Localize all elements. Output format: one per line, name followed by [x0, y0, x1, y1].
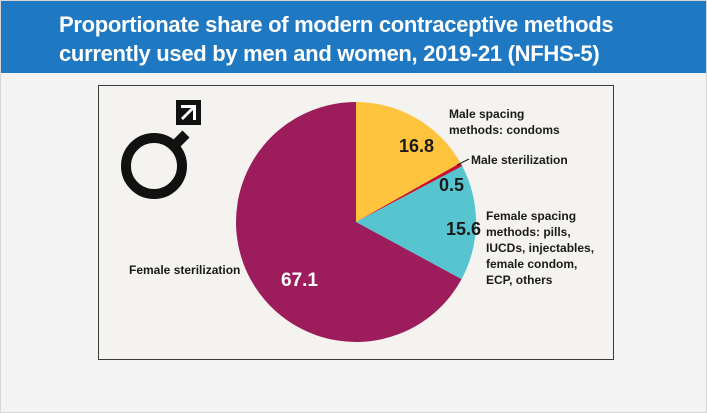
chart-title: Proportionate share of modern contracept…	[59, 10, 699, 68]
category-label-line: Female spacing	[486, 209, 577, 223]
title-bar: Proportionate share of modern contracept…	[1, 1, 706, 73]
category-label-line: IUCDs, injectables,	[486, 241, 595, 255]
category-label-line: Male spacing	[449, 107, 525, 121]
category-label-line: female condom,	[486, 257, 578, 271]
category-label-line: methods: pills,	[486, 225, 571, 239]
title-line-2: currently used by men and women, 2019-21…	[59, 41, 600, 66]
pie-slice-male-sterilization	[356, 162, 463, 222]
title-line-1: Proportionate share of modern contracept…	[59, 12, 614, 37]
category-label-line: ECP, others	[486, 273, 553, 287]
category-label-line: Male sterilization	[471, 153, 568, 167]
pie-slice-female-spacing	[356, 166, 477, 280]
pie-chart	[121, 100, 477, 343]
chart-panel: 16.8 0.5 15.6 67.1 Male spacing methods: con…	[98, 85, 614, 360]
leader-line-male-sterilization	[456, 158, 470, 166]
value-label-male-spacing: 16.8	[399, 136, 435, 156]
value-label-male-sterilization: 0.5	[439, 175, 465, 195]
category-label-line: methods: condoms	[449, 123, 560, 137]
value-label-female-spacing: 15.6	[446, 219, 482, 239]
category-label-male-sterilization: Male sterilization	[471, 152, 568, 168]
category-label-male-spacing: Male spacing methods: condoms	[449, 106, 560, 138]
category-label-female-spacing: Female spacing methods: pills, IUCDs, inje…	[486, 208, 594, 288]
category-label-line: Female sterilization	[129, 263, 241, 277]
value-label-female-sterilization: 67.1	[281, 270, 318, 291]
pie-slice-female-sterilization	[236, 102, 462, 343]
category-label-female-sterilization: Female sterilization	[129, 262, 240, 278]
male-symbol-icon	[121, 100, 201, 199]
pie-slice-male-spacing	[356, 102, 461, 222]
